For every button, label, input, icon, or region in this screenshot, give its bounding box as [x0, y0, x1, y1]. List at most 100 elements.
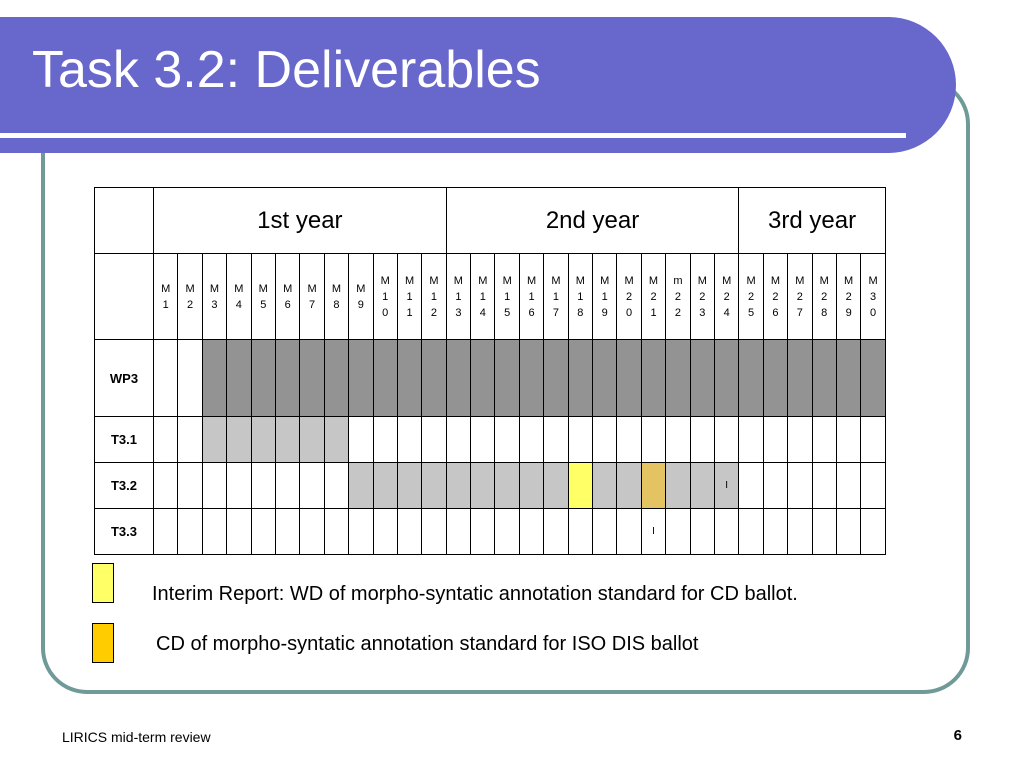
month-header-char: M: [283, 282, 293, 295]
schedule-cell: [226, 416, 252, 463]
month-header-char: 1: [430, 290, 438, 303]
schedule-cell: [152, 508, 179, 555]
month-header-char: M: [844, 274, 854, 287]
year-header-row: 1st year 2nd year 3rd year: [94, 187, 886, 254]
schedule-cell: [274, 416, 301, 463]
schedule-cell: [592, 416, 618, 463]
schedule-cell: [348, 462, 374, 509]
schedule-cell: [250, 462, 276, 509]
schedule-cell: [835, 508, 862, 555]
month-header: M 2 9: [835, 253, 862, 340]
schedule-cell: [787, 339, 813, 417]
month-header: M 2 8: [811, 253, 837, 340]
month-header-char: M: [526, 274, 537, 287]
month-header-char: 2: [821, 290, 828, 303]
month-header-char: M: [575, 274, 585, 287]
month-header: M 2 7: [787, 253, 813, 340]
schedule-cell: [177, 339, 203, 417]
schedule-cell: [274, 462, 301, 509]
schedule-cell: [811, 416, 837, 463]
schedule-cell: [201, 416, 228, 463]
title-underline: [0, 133, 906, 138]
schedule-cell: [689, 416, 715, 463]
schedule-cell: [396, 416, 423, 463]
schedule-cell: [762, 416, 789, 463]
month-header-char: 1: [406, 290, 413, 303]
schedule-cell: [250, 339, 276, 417]
month-header-char: 0: [626, 306, 633, 319]
schedule-cell: [665, 339, 691, 417]
schedule-cell: [860, 462, 886, 509]
row-label: T3.3: [94, 508, 154, 555]
month-header-char: 3: [211, 298, 218, 311]
schedule-cell: [372, 462, 398, 509]
month-header-char: 5: [260, 298, 267, 311]
month-header-char: 5: [748, 306, 755, 319]
schedule-cell: [762, 462, 789, 509]
schedule-cell: [713, 508, 740, 555]
month-header-char: 4: [235, 298, 242, 311]
month-header-char: M: [722, 274, 732, 287]
schedule-cell: [323, 508, 350, 555]
month-header: M 2 6: [762, 253, 789, 340]
schedule-cell: [470, 416, 496, 463]
month-header-char: 1: [504, 290, 511, 303]
schedule-cell: [543, 416, 569, 463]
month-header-char: 2: [845, 290, 852, 303]
month-header-char: M: [795, 274, 805, 287]
schedule-cell: [177, 416, 203, 463]
schedule-cell: [762, 508, 789, 555]
schedule-cell: [396, 339, 423, 417]
schedule-cell: [592, 462, 618, 509]
month-header-char: 1: [455, 290, 462, 303]
month-header-char: M: [697, 274, 707, 287]
month-header-char: 1: [479, 290, 486, 303]
month-header-char: M: [551, 274, 561, 287]
month-header-char: m: [673, 274, 683, 287]
schedule-cell: [250, 416, 276, 463]
month-header: M 1 3: [445, 253, 472, 340]
schedule-cell: [323, 339, 350, 417]
schedule-cell: [689, 508, 715, 555]
schedule-cell: [299, 508, 325, 555]
schedule-cell: [470, 462, 496, 509]
month-header-char: M: [185, 282, 195, 295]
schedule-cell: [665, 416, 691, 463]
month-header-char: 2: [748, 290, 755, 303]
month-header-char: 1: [650, 306, 657, 319]
schedule-cell: [177, 508, 203, 555]
schedule-cell: [835, 339, 862, 417]
schedule-cell: [226, 508, 252, 555]
month-header-char: M: [868, 274, 878, 287]
footer-text: LIRICS mid-term review: [62, 729, 211, 745]
schedule-cell: [567, 416, 594, 463]
month-header-char: 7: [796, 306, 803, 319]
schedule-cell: [543, 508, 569, 555]
schedule-cell: [738, 339, 764, 417]
month-header-char: 1: [577, 290, 584, 303]
month-header-char: 3: [455, 306, 462, 319]
month-header-char: M: [648, 274, 659, 287]
schedule-cell: [860, 416, 886, 463]
month-header-char: 2: [626, 290, 633, 303]
month-header-char: 1: [406, 306, 413, 319]
month-header-char: 8: [333, 298, 340, 311]
month-header-char: 1: [162, 298, 169, 311]
month-header-char: M: [624, 274, 634, 287]
row-label: T3.1: [94, 416, 154, 463]
month-header: M 1 2: [421, 253, 447, 340]
schedule-cell: [152, 416, 179, 463]
schedule-cell: [152, 462, 179, 509]
month-header-char: 0: [869, 306, 877, 319]
schedule-cell: [494, 339, 520, 417]
schedule-cell: [348, 416, 374, 463]
month-header-char: 6: [284, 298, 291, 311]
month-header-char: M: [258, 282, 268, 295]
month-header-char: 2: [699, 290, 706, 303]
month-header-char: 0: [382, 306, 389, 319]
